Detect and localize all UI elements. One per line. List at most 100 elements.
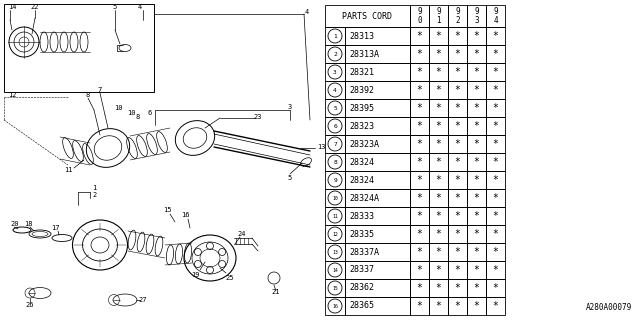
Text: *: * [493,301,499,311]
Text: *: * [436,49,442,59]
Text: 27: 27 [138,297,147,303]
Bar [345,279,410,297]
Bar [410,27,429,45]
Text: 0: 0 [417,16,422,25]
Bar [429,171,448,189]
Bar [467,243,486,261]
Bar [486,99,505,117]
Text: 13: 13 [332,250,338,254]
Text: 28337A: 28337A [349,247,379,257]
Bar [429,225,448,243]
Text: *: * [417,175,422,185]
Text: *: * [417,157,422,167]
Bar [410,297,429,315]
Text: *: * [474,229,479,239]
Text: *: * [417,247,422,257]
Bar [325,225,345,243]
Text: 15: 15 [163,207,172,213]
Bar [467,27,486,45]
Bar [345,117,410,135]
Text: 4: 4 [305,9,309,15]
Text: 28335: 28335 [349,229,374,238]
Bar [486,117,505,135]
Bar [325,63,345,81]
Text: 5: 5 [333,106,337,110]
Bar [429,243,448,261]
Text: *: * [436,211,442,221]
Text: *: * [417,139,422,149]
Text: *: * [436,121,442,131]
Text: *: * [436,301,442,311]
Bar [345,135,410,153]
Text: *: * [454,103,460,113]
Text: 4: 4 [333,87,337,92]
Text: *: * [436,67,442,77]
Bar [345,63,410,81]
Bar [448,135,467,153]
Bar [429,207,448,225]
Text: *: * [454,31,460,41]
Text: *: * [474,265,479,275]
Bar [467,171,486,189]
Text: 28323: 28323 [349,122,374,131]
Text: 24: 24 [237,231,246,237]
Bar [448,153,467,171]
Text: *: * [436,265,442,275]
Text: 7: 7 [98,87,102,93]
Bar [345,189,410,207]
Text: *: * [454,67,460,77]
Bar [345,81,410,99]
Bar [486,135,505,153]
Bar [410,261,429,279]
Text: *: * [493,193,499,203]
Text: 10: 10 [127,110,136,116]
Text: 28324: 28324 [349,175,374,185]
Bar [448,207,467,225]
Bar [429,189,448,207]
Text: 26: 26 [26,302,35,308]
Bar [345,99,410,117]
Bar [325,81,345,99]
Bar [429,63,448,81]
Bar [325,5,410,27]
Bar [486,189,505,207]
Bar [467,117,486,135]
Text: *: * [436,85,442,95]
Text: 9: 9 [474,7,479,16]
Text: *: * [454,229,460,239]
Bar [325,207,345,225]
Bar [467,297,486,315]
Bar [467,153,486,171]
Bar [467,189,486,207]
Text: 28323A: 28323A [349,140,379,148]
Text: 3: 3 [333,69,337,75]
Text: *: * [493,247,499,257]
Bar [448,261,467,279]
Text: *: * [474,103,479,113]
Text: *: * [436,247,442,257]
Text: *: * [454,211,460,221]
Text: *: * [436,175,442,185]
Bar [486,45,505,63]
Text: *: * [454,247,460,257]
Text: 14: 14 [8,4,17,10]
Bar [345,225,410,243]
Bar [410,243,429,261]
Text: 6: 6 [333,124,337,129]
Text: *: * [454,193,460,203]
Bar [410,5,429,27]
Bar [467,99,486,117]
Text: *: * [474,247,479,257]
Text: 1: 1 [92,185,96,191]
Text: *: * [436,139,442,149]
Text: *: * [493,265,499,275]
Text: 8: 8 [136,114,140,120]
Bar [429,135,448,153]
Bar [345,45,410,63]
Bar [429,27,448,45]
Text: 2: 2 [333,52,337,57]
Bar [448,225,467,243]
Text: 28324A: 28324A [349,194,379,203]
Bar [325,279,345,297]
Text: 8: 8 [333,159,337,164]
